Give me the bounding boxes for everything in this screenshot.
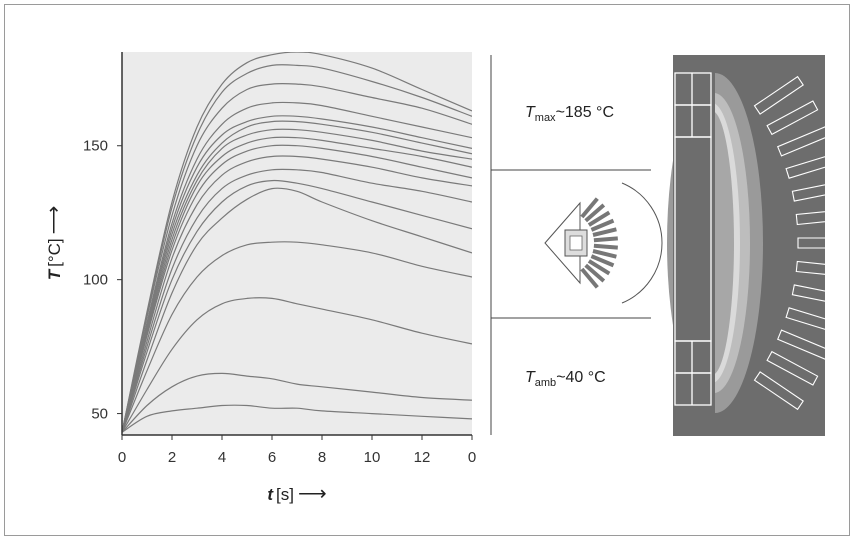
y-ticks: 50 100 150 xyxy=(83,138,122,423)
x-axis-arrow: ⟶ xyxy=(298,483,327,505)
motor-sector-icon xyxy=(544,182,663,304)
sector-slot xyxy=(593,236,618,243)
sector-slot xyxy=(587,259,611,276)
stator-slot-outline xyxy=(776,329,825,360)
sector-slot xyxy=(580,267,599,289)
x-tick-label: 10 xyxy=(364,449,381,466)
x-tick-label: 0 xyxy=(118,449,126,466)
stator-slot-outline xyxy=(766,100,819,136)
stator-slot-outline xyxy=(785,307,825,330)
tmax-subscript: max xyxy=(535,112,556,124)
series-line-15 xyxy=(122,82,472,433)
x-tick-label: 12 xyxy=(414,449,431,466)
stator-slot-outline xyxy=(797,237,825,249)
sector-slot xyxy=(584,203,606,223)
x-axis-unit: [s] xyxy=(276,485,294,504)
stator-slot-outline xyxy=(795,211,825,226)
series-line-13 xyxy=(122,115,472,433)
series-line-7 xyxy=(122,168,472,433)
series-line-2 xyxy=(122,372,472,433)
stator-slot-outline xyxy=(791,284,825,302)
y-tick-label: 50 xyxy=(91,406,108,423)
series-line-8 xyxy=(122,155,472,433)
series-line-3 xyxy=(122,297,472,433)
x-axis-label: t [s] ⟶ xyxy=(267,483,326,505)
sector-slot xyxy=(584,263,606,283)
rotor-blocks xyxy=(674,72,712,406)
stator-slot-outline xyxy=(776,126,825,157)
stator-slot-outline xyxy=(766,350,819,386)
thermal-map xyxy=(667,55,825,436)
y-tick-label: 100 xyxy=(83,272,108,289)
series-line-5 xyxy=(122,187,472,433)
figure-frame xyxy=(4,4,850,536)
sector-slot xyxy=(587,210,611,227)
series-line-9 xyxy=(122,144,472,433)
tmax-symbol: T xyxy=(525,104,536,121)
sector-slot xyxy=(592,227,617,237)
sector-slot xyxy=(580,197,599,219)
series-layer xyxy=(122,52,472,433)
y-axis-unit: [°C] xyxy=(45,238,64,267)
series-line-6 xyxy=(122,179,472,433)
stator-slot-outline xyxy=(753,371,804,411)
tamb-annotation: Tamb~40 °C xyxy=(525,369,606,389)
tmax-value: ~185 °C xyxy=(556,104,614,121)
stator-slot-outline xyxy=(753,75,804,115)
x-tick-label: 8 xyxy=(318,449,326,466)
x-ticks: 0 2 4 6 8 10 12 0 xyxy=(118,435,476,466)
tamb-symbol: T xyxy=(525,369,536,386)
sector-slot xyxy=(590,254,615,268)
x-tick-label: 4 xyxy=(218,449,226,466)
y-tick-label: 150 xyxy=(83,138,108,155)
stator-slot-outline xyxy=(785,156,825,179)
series-line-16 xyxy=(122,64,472,433)
sector-slot xyxy=(592,249,617,259)
sector-slot xyxy=(590,218,615,232)
sector-slot xyxy=(593,243,618,250)
y-axis-label: T[°C] ⟶ xyxy=(43,206,65,281)
stator-slot-outline xyxy=(791,184,825,202)
x-tick-label: 2 xyxy=(168,449,176,466)
series-line-1 xyxy=(122,404,472,433)
x-tick-label: 0 xyxy=(468,449,476,466)
tamb-subscript: amb xyxy=(535,377,556,389)
tmax-annotation: Tmax~185 °C xyxy=(525,104,614,124)
x-axis-var: t xyxy=(267,485,274,504)
series-line-12 xyxy=(122,120,472,433)
y-axis-var: T xyxy=(45,268,64,280)
stator-slot-outlines xyxy=(753,75,825,411)
stator-slot-outline xyxy=(795,260,825,275)
series-line-14 xyxy=(122,101,472,433)
series-line-10 xyxy=(122,136,472,433)
tamb-value: ~40 °C xyxy=(556,369,606,386)
y-axis-arrow: ⟶ xyxy=(43,206,65,235)
series-line-11 xyxy=(122,128,472,433)
series-line-17 xyxy=(122,52,472,433)
x-tick-label: 6 xyxy=(268,449,276,466)
stator-slots xyxy=(580,197,618,289)
series-line-4 xyxy=(122,241,472,433)
